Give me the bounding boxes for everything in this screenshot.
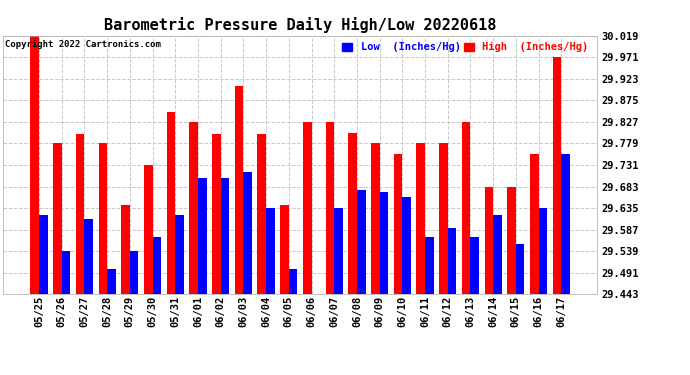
Bar (152, 237, 161, 294)
Bar (425, 237, 433, 294)
Bar (39, 215, 48, 294)
Bar (61, 251, 70, 294)
Bar (553, 57, 561, 294)
Bar (484, 186, 493, 294)
Bar (289, 269, 297, 294)
Bar (380, 192, 388, 294)
Bar (530, 154, 539, 294)
Bar (167, 112, 175, 294)
Bar (212, 135, 221, 294)
Bar (507, 186, 516, 294)
Bar (357, 190, 366, 294)
Bar (257, 135, 266, 294)
Bar (175, 215, 184, 294)
Bar (471, 237, 479, 294)
Bar (266, 208, 275, 294)
Bar (394, 154, 402, 294)
Bar (303, 122, 311, 294)
Bar (130, 251, 139, 294)
Bar (493, 215, 502, 294)
Bar (107, 269, 116, 294)
Bar (221, 178, 229, 294)
Legend: Low  (Inches/Hg), High  (Inches/Hg): Low (Inches/Hg), High (Inches/Hg) (342, 42, 589, 52)
Bar (244, 172, 252, 294)
Bar (53, 143, 61, 294)
Bar (189, 122, 198, 294)
Title: Barometric Pressure Daily High/Low 20220618: Barometric Pressure Daily High/Low 20220… (104, 17, 496, 33)
Bar (99, 143, 107, 294)
Bar (30, 36, 39, 294)
Bar (198, 178, 206, 294)
Bar (76, 135, 84, 294)
Text: Copyright 2022 Cartronics.com: Copyright 2022 Cartronics.com (5, 39, 161, 48)
Bar (280, 206, 289, 294)
Bar (371, 143, 380, 294)
Bar (84, 219, 93, 294)
Bar (448, 228, 456, 294)
Bar (235, 86, 244, 294)
Bar (516, 244, 524, 294)
Bar (402, 197, 411, 294)
Bar (539, 208, 547, 294)
Bar (348, 133, 357, 294)
Bar (144, 165, 152, 294)
Bar (439, 143, 448, 294)
Bar (334, 208, 343, 294)
Bar (416, 143, 425, 294)
Bar (326, 122, 334, 294)
Bar (462, 122, 471, 294)
Bar (121, 206, 130, 294)
Bar (561, 154, 570, 294)
